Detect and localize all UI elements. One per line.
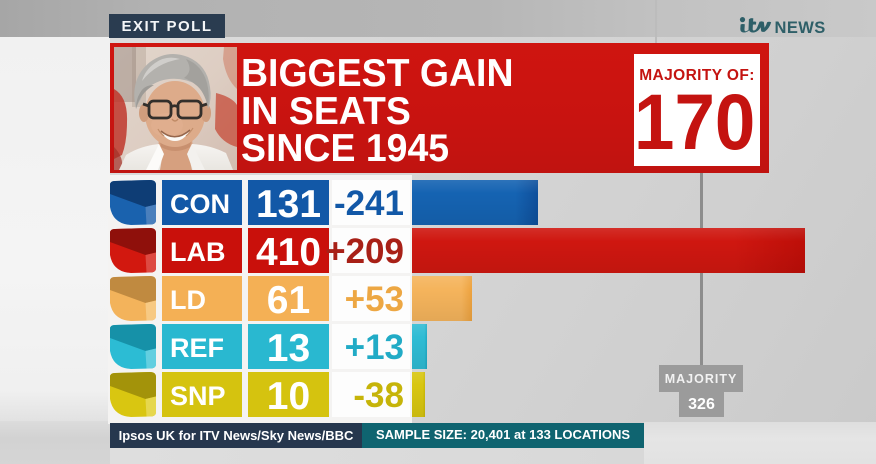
svg-text:NEWS: NEWS xyxy=(775,19,826,37)
